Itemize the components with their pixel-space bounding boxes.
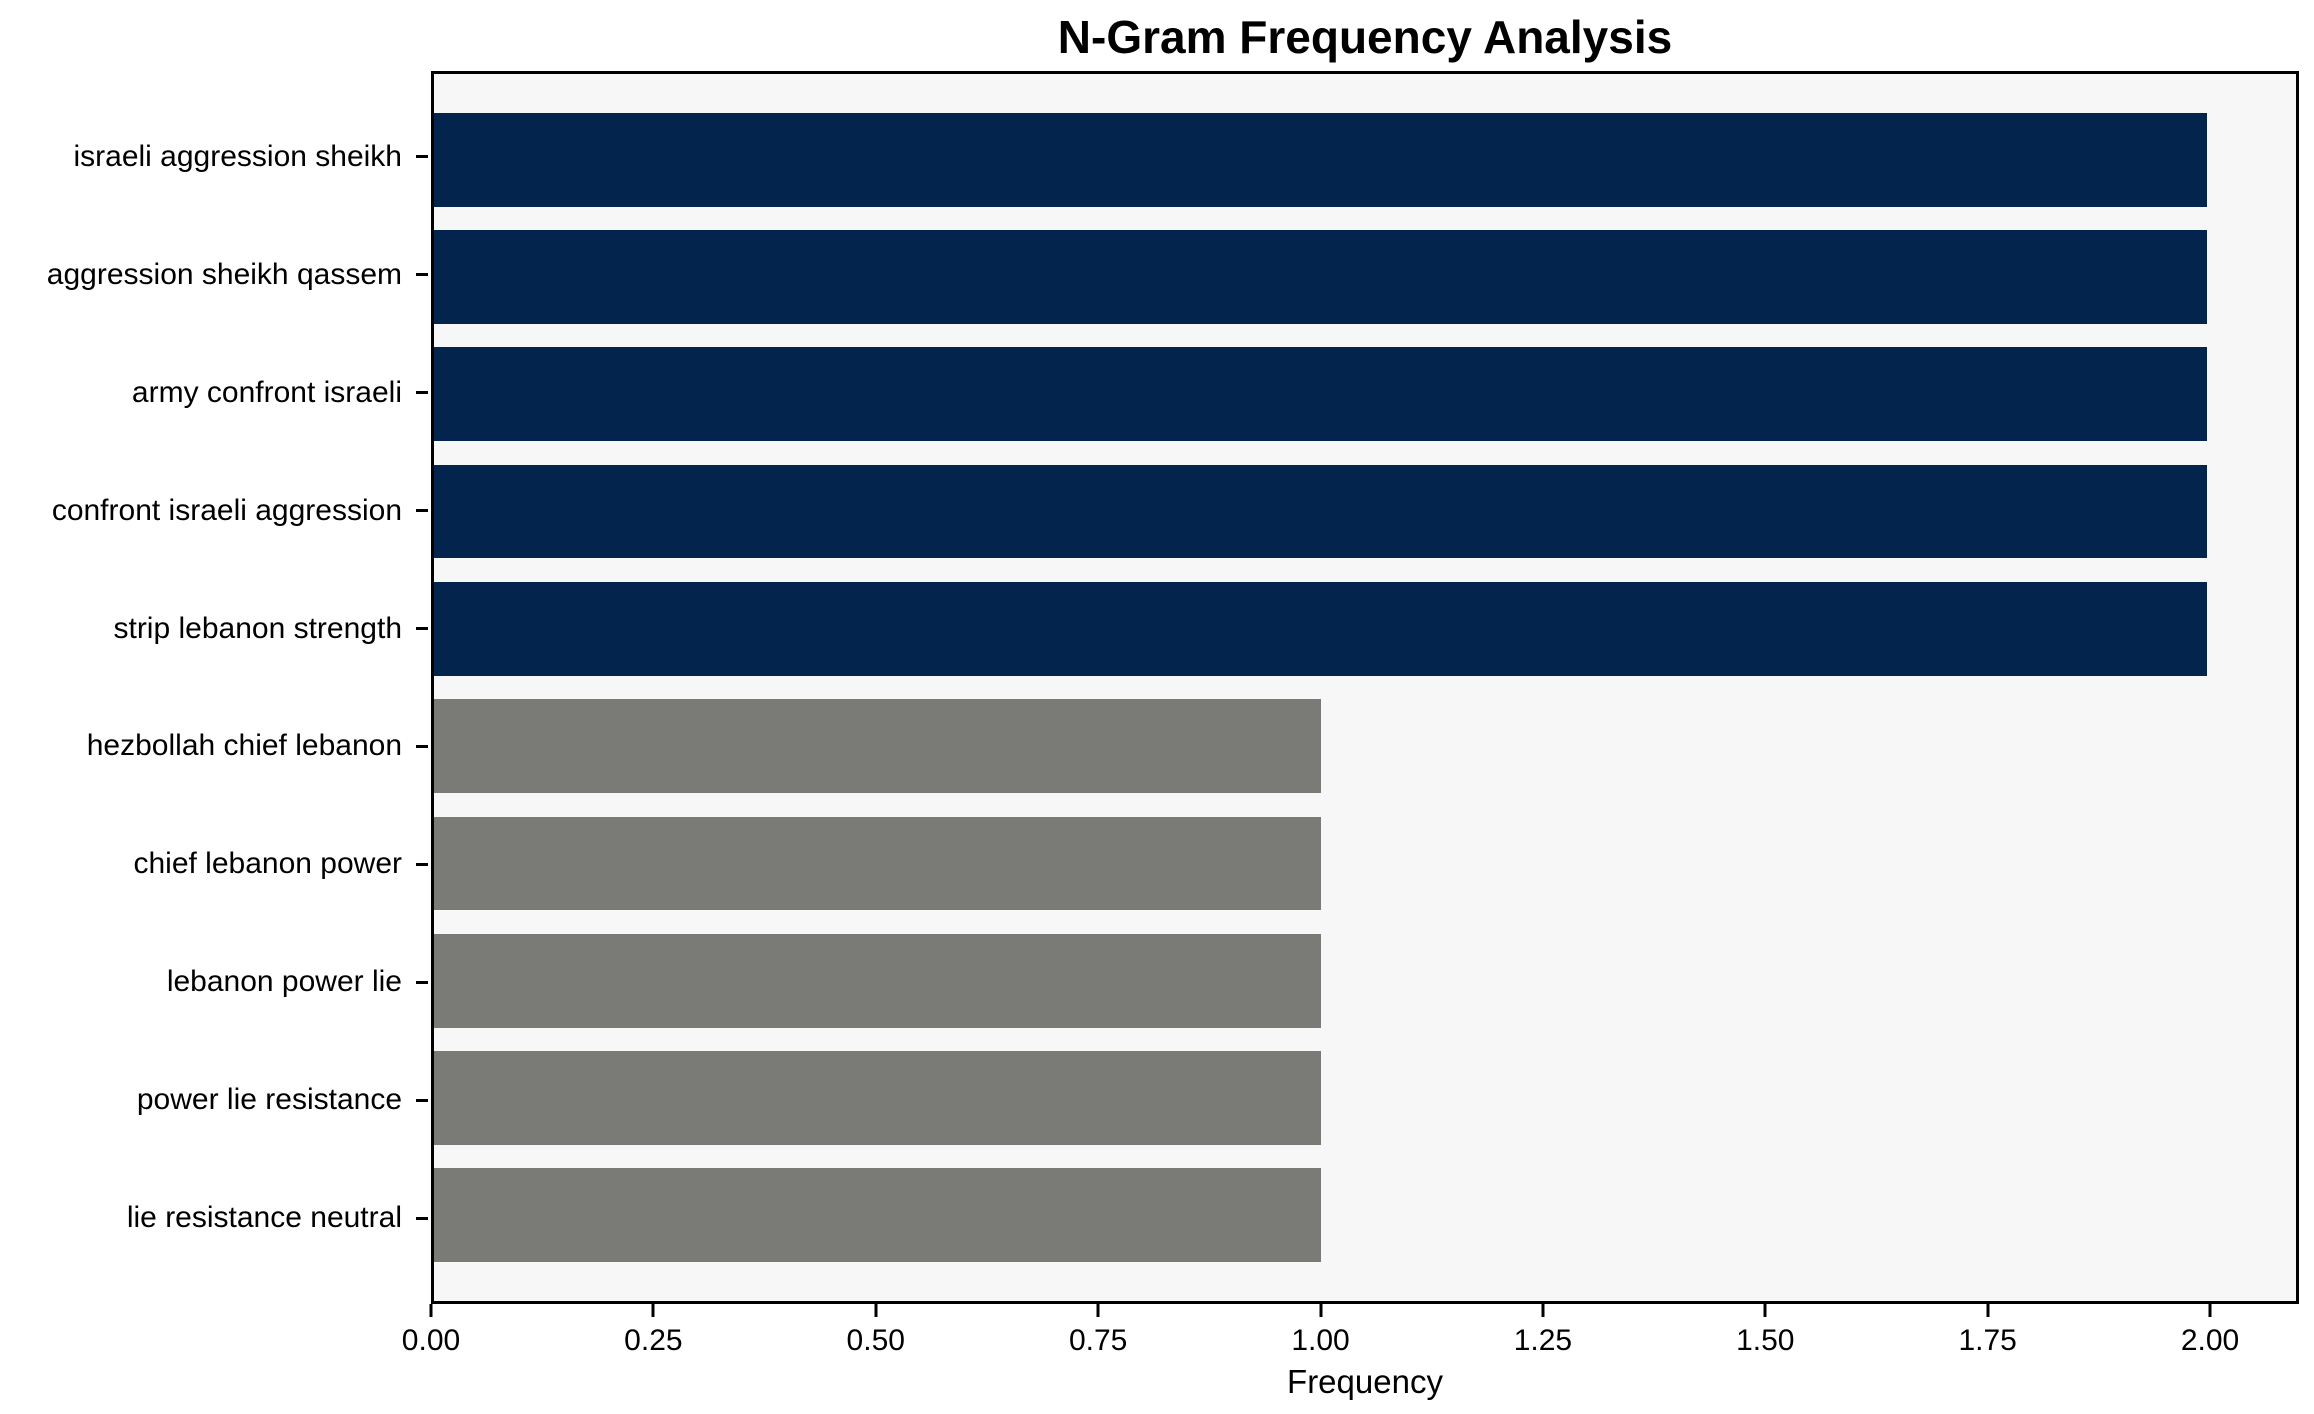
- x-tick: [429, 1304, 433, 1317]
- x-tick: [1541, 1304, 1545, 1317]
- x-tick: [651, 1304, 655, 1317]
- chart-title: N-Gram Frequency Analysis: [1057, 11, 1673, 63]
- y-label-row: hezbollah chief lebanon: [0, 688, 428, 806]
- x-tick-label: 2.00: [2180, 1324, 2240, 1357]
- x-tick-label: 0.00: [401, 1324, 461, 1357]
- bar-row: [434, 922, 2296, 1039]
- x-axis: 0.00 0.25 0.50 0.75 1.00 1.25 1.50 1.75 2.00: [402, 1304, 2299, 1374]
- y-tick-label: chief lebanon power: [133, 847, 402, 881]
- y-tick: [416, 155, 428, 159]
- bar: [434, 112, 2208, 207]
- y-label-row: aggression sheikh qassem: [0, 216, 428, 334]
- bar: [434, 1051, 1321, 1145]
- y-tick-label: lebanon power lie: [166, 965, 402, 999]
- y-tick: [416, 509, 428, 513]
- x-tick-label: 0.25: [624, 1324, 683, 1357]
- y-tick: [416, 862, 428, 866]
- y-label-row: israeli aggression sheikh: [0, 98, 428, 216]
- y-tick: [416, 980, 428, 984]
- bar-row: [434, 687, 2296, 804]
- y-tick-label: aggression sheikh qassem: [46, 257, 402, 291]
- y-label-row: confront israeli aggression: [0, 452, 428, 570]
- y-label-row: strip lebanon strength: [0, 570, 428, 688]
- y-label-row: chief lebanon power: [0, 805, 428, 923]
- x-tick: [874, 1304, 878, 1317]
- bar-row: [434, 570, 2296, 687]
- y-tick: [416, 1098, 428, 1102]
- bars-layer: [434, 74, 2296, 1301]
- bar: [434, 464, 2208, 559]
- y-tick-label: lie resistance neutral: [126, 1201, 402, 1235]
- y-tick: [416, 744, 428, 748]
- y-label-row: lebanon power lie: [0, 923, 428, 1041]
- x-tick: [1319, 1304, 1323, 1317]
- bar: [434, 581, 2208, 676]
- bar-row: [434, 336, 2296, 453]
- y-label-row: power lie resistance: [0, 1041, 428, 1159]
- x-tick-label: 0.50: [846, 1324, 905, 1357]
- bar-row: [434, 1039, 2296, 1156]
- bar-row: [434, 101, 2296, 218]
- y-axis-labels: israeli aggression sheikh aggression shei…: [0, 71, 428, 1304]
- y-label-row: army confront israeli: [0, 334, 428, 452]
- bar-row: [434, 1157, 2296, 1274]
- y-tick-label: army confront israeli: [131, 375, 402, 409]
- y-tick-label: israeli aggression sheikh: [73, 139, 402, 173]
- x-tick: [1986, 1304, 1990, 1317]
- y-tick-label: strip lebanon strength: [113, 611, 402, 645]
- y-tick: [416, 273, 428, 277]
- x-tick-label: 1.50: [1736, 1324, 1795, 1357]
- bar: [434, 1168, 1321, 1263]
- y-tick-label: hezbollah chief lebanon: [86, 729, 402, 763]
- y-label-row: lie resistance neutral: [0, 1159, 428, 1277]
- x-tick-label: 0.75: [1068, 1324, 1128, 1357]
- y-tick: [416, 1216, 428, 1220]
- x-tick-label: 1.25: [1513, 1324, 1573, 1357]
- y-tick: [416, 391, 428, 395]
- bar: [434, 933, 1321, 1028]
- bar-row: [434, 218, 2296, 335]
- bar: [434, 347, 2208, 442]
- bar-row: [434, 805, 2296, 922]
- bar: [434, 816, 1321, 911]
- y-tick: [416, 627, 428, 631]
- x-tick-label: 1.75: [1958, 1324, 2017, 1357]
- x-tick: [1096, 1304, 1100, 1317]
- y-tick-label: power lie resistance: [136, 1083, 402, 1117]
- bar: [434, 230, 2208, 324]
- x-axis-label: Frequency: [1287, 1363, 1443, 1400]
- x-tick: [2208, 1304, 2212, 1317]
- y-tick-label: confront israeli aggression: [51, 493, 402, 527]
- x-tick-label: 1.00: [1291, 1324, 1350, 1357]
- bar: [434, 699, 1321, 794]
- bar-row: [434, 453, 2296, 570]
- plot-area: [431, 71, 2299, 1304]
- x-tick: [1763, 1304, 1767, 1317]
